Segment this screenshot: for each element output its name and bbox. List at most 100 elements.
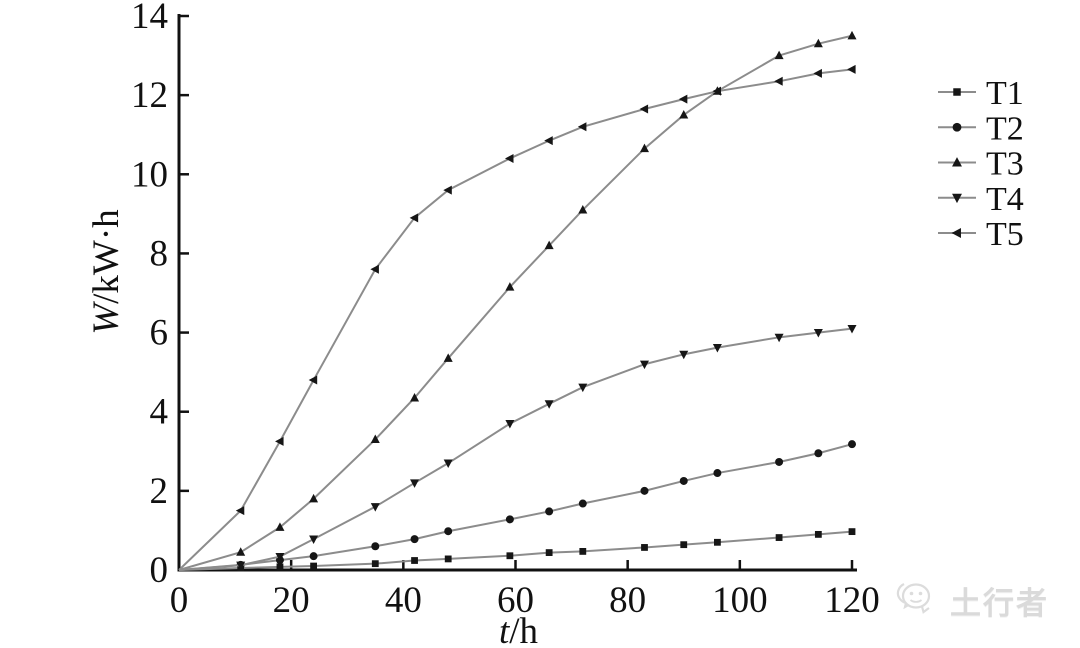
- marker-triangle-down: [544, 400, 554, 409]
- series-line-T4: [178, 327, 853, 571]
- legend-label-T1: T1: [986, 75, 1024, 112]
- marker-circle: [545, 507, 554, 516]
- marker-triangle-up: [505, 282, 515, 291]
- marker-circle: [679, 476, 688, 485]
- marker-triangle-left: [951, 228, 961, 238]
- marker-circle: [444, 527, 453, 536]
- marker-circle: [814, 449, 823, 458]
- legend-entry-T1: T1: [938, 75, 1024, 112]
- marker-circle: [775, 457, 784, 466]
- marker-circle: [371, 542, 380, 551]
- marker-square: [310, 562, 317, 570]
- y-tick-label: 14: [131, 0, 168, 37]
- marker-triangle-up: [578, 205, 588, 214]
- marker-triangle-left: [504, 153, 514, 163]
- marker-triangle-up: [275, 522, 285, 531]
- marker-triangle-down: [505, 419, 515, 429]
- x-tick-label: 20: [273, 580, 310, 621]
- x-tick-label: 120: [824, 580, 880, 621]
- x-axis-title: t/h: [499, 611, 539, 648]
- marker-circle: [848, 440, 856, 449]
- marker-triangle-down: [639, 360, 649, 370]
- series-T3: [178, 30, 857, 571]
- marker-triangle-up: [952, 157, 962, 167]
- x-tick-label: 0: [170, 580, 189, 621]
- y-axis-title: W/kW·h: [86, 209, 127, 335]
- series-T4: [178, 325, 857, 571]
- marker-triangle-down: [813, 328, 823, 338]
- marker-circle: [640, 486, 649, 495]
- marker-square: [953, 88, 961, 96]
- marker-triangle-up: [774, 50, 784, 60]
- legend-entry-T5: T5: [938, 216, 1024, 253]
- marker-triangle-up: [309, 493, 319, 503]
- y-tick-label: 8: [150, 233, 169, 274]
- marker-triangle-left: [712, 86, 721, 96]
- marker-square: [411, 557, 418, 564]
- series-line-T3: [178, 34, 853, 571]
- marker-triangle-up: [639, 143, 649, 153]
- series-line-T1: [178, 530, 853, 571]
- marker-square: [444, 555, 452, 563]
- marker-square: [641, 544, 648, 551]
- y-tick-label: 4: [150, 392, 169, 433]
- legend-label-T2: T2: [986, 110, 1024, 147]
- marker-triangle-down: [712, 344, 722, 353]
- x-tick-label: 100: [712, 580, 768, 621]
- marker-triangle-left: [774, 76, 783, 86]
- marker-triangle-up: [813, 38, 823, 48]
- x-tick-label: 40: [385, 580, 422, 621]
- legend-entry-T3: T3: [938, 146, 1024, 183]
- marker-triangle-down: [410, 479, 420, 488]
- series-T2: [178, 440, 856, 571]
- marker-circle: [505, 515, 514, 524]
- marker-triangle-left: [813, 68, 822, 78]
- marker-triangle-down: [236, 561, 246, 571]
- marker-triangle-down: [847, 325, 857, 334]
- marker-square: [579, 548, 587, 555]
- marker-triangle-left: [443, 185, 452, 195]
- marker-triangle-down: [679, 350, 689, 360]
- marker-circle: [952, 122, 962, 132]
- legend-label-T4: T4: [986, 181, 1024, 218]
- marker-square: [371, 560, 379, 568]
- marker-triangle-up: [370, 434, 380, 444]
- x-tick-label: 60: [497, 580, 534, 621]
- marker-triangle-left: [678, 94, 688, 104]
- marker-triangle-up: [847, 30, 857, 40]
- marker-triangle-down: [309, 535, 319, 545]
- legend-label-T3: T3: [986, 146, 1024, 183]
- marker-triangle-left: [544, 136, 553, 146]
- marker-triangle-up: [443, 353, 453, 362]
- marker-triangle-left: [308, 375, 318, 385]
- marker-triangle-down: [952, 193, 962, 204]
- legend-entry-T2: T2: [938, 110, 1024, 147]
- y-tick-label: 0: [150, 550, 169, 591]
- x-tick-label: 80: [609, 580, 646, 621]
- marker-triangle-up: [544, 240, 554, 250]
- marker-triangle-left: [275, 436, 284, 446]
- watermark: 土行者: [896, 570, 1080, 630]
- marker-triangle-left: [847, 64, 856, 74]
- y-tick-label: 2: [150, 471, 169, 512]
- marker-circle: [713, 469, 722, 478]
- marker-square: [680, 541, 688, 549]
- marker-square: [276, 563, 284, 571]
- series-T1: [178, 528, 856, 572]
- marker-triangle-up: [410, 392, 420, 402]
- marker-circle: [410, 535, 419, 544]
- y-tick-label: 6: [150, 313, 169, 354]
- marker-square: [545, 549, 553, 556]
- marker-triangle-left: [639, 104, 649, 114]
- series-T5: [178, 64, 856, 571]
- marker-triangle-up: [679, 110, 689, 119]
- marker-circle: [578, 499, 587, 508]
- wechat-icon: [896, 583, 931, 614]
- series-line-T2: [178, 443, 853, 571]
- marker-square: [775, 534, 783, 541]
- legend-entry-T4: T4: [938, 181, 1024, 218]
- marker-triangle-up: [236, 547, 246, 556]
- marker-triangle-down: [275, 552, 285, 562]
